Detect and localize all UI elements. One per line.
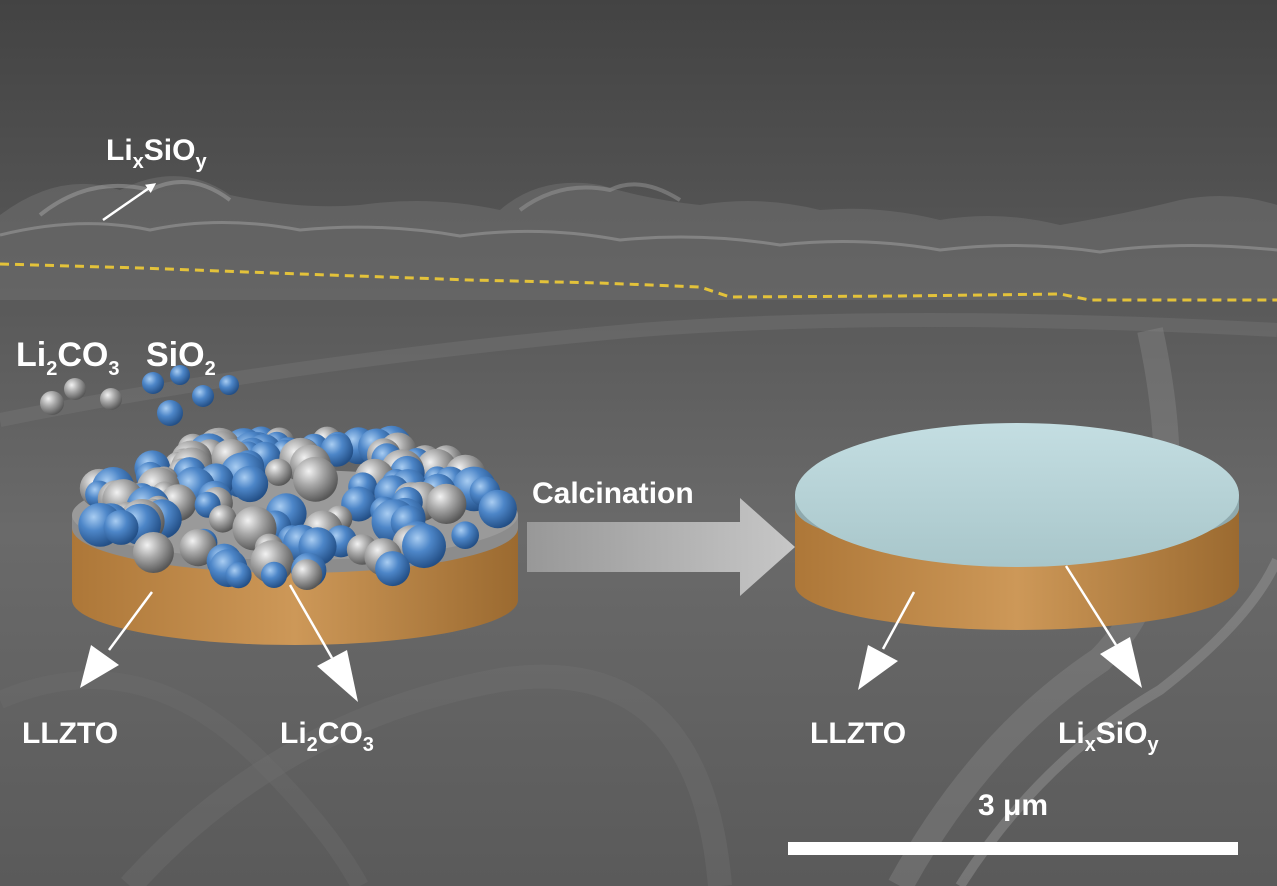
blue-particle bbox=[219, 375, 239, 395]
particle-pile bbox=[78, 425, 517, 590]
label-right-llzto: LLZTO bbox=[810, 717, 906, 750]
blue-particle bbox=[478, 489, 517, 529]
top-left-arrow bbox=[102, 183, 157, 222]
label-precursor-sio2: SiO2 bbox=[146, 336, 216, 380]
right-disk-lixsioy-layer bbox=[795, 423, 1239, 567]
blue-particle bbox=[375, 551, 411, 587]
pointer-arrows bbox=[80, 565, 1142, 702]
lixsioy-arrow-shaft bbox=[1064, 565, 1118, 646]
blue-particle bbox=[225, 562, 252, 589]
calcination-arrow bbox=[527, 498, 795, 596]
blue-particle bbox=[192, 385, 214, 407]
blue-particle bbox=[103, 509, 139, 545]
label-calcination: Calcination bbox=[532, 477, 694, 510]
blue-particle bbox=[157, 400, 183, 426]
floating-particles bbox=[40, 365, 239, 426]
scale-bar bbox=[788, 842, 1238, 855]
gray-particle bbox=[40, 391, 64, 415]
gray-particle bbox=[208, 505, 237, 533]
lixsioy-arrowhead bbox=[1100, 637, 1142, 688]
label-top-lixsioy: LixSiOy bbox=[106, 134, 207, 173]
blue-particle bbox=[451, 521, 480, 549]
scale-bar-label: 3 μm bbox=[978, 789, 1048, 822]
gray-particle bbox=[293, 456, 338, 502]
gray-particle bbox=[64, 378, 86, 400]
gray-particle bbox=[426, 483, 467, 524]
llzto-left-arrow-shaft bbox=[107, 591, 154, 651]
label-left-li2co3: Li2CO3 bbox=[280, 717, 374, 756]
li2co3-arrowhead bbox=[317, 650, 358, 702]
label-precursor-li2co3: Li2CO3 bbox=[16, 336, 119, 380]
gray-particle bbox=[100, 388, 122, 410]
blue-particle bbox=[142, 372, 164, 394]
llzto-right-arrowhead bbox=[858, 645, 898, 690]
llzto-left-arrowhead bbox=[80, 645, 119, 688]
left-disk bbox=[72, 425, 518, 645]
label-right-lixsioy: LixSiOy bbox=[1058, 717, 1159, 756]
interface-dashed-line bbox=[0, 262, 1277, 302]
blue-particle bbox=[260, 561, 288, 589]
llzto-right-arrow-shaft bbox=[881, 591, 916, 650]
blue-particle bbox=[170, 365, 190, 385]
blue-particle bbox=[231, 465, 269, 503]
blue-particle bbox=[402, 524, 446, 569]
li2co3-arrow-shaft bbox=[288, 584, 334, 659]
gray-particle bbox=[291, 559, 323, 590]
label-left-llzto: LLZTO bbox=[22, 717, 118, 750]
gray-particle bbox=[132, 532, 174, 573]
right-disk bbox=[795, 423, 1239, 630]
gray-particle bbox=[264, 458, 293, 486]
